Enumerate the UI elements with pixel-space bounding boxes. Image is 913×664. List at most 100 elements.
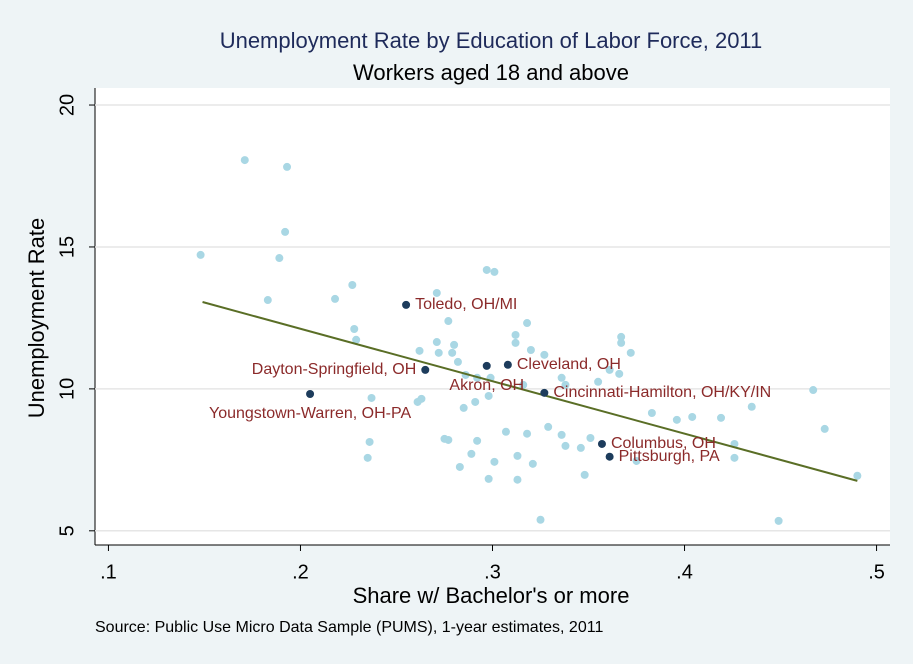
point: [275, 254, 284, 263]
point: [482, 265, 491, 274]
point: [523, 429, 532, 438]
y-tick-label: 15: [56, 236, 78, 258]
point: [523, 319, 532, 328]
highlighted-point: [306, 389, 315, 398]
highlighted-point: [482, 361, 491, 370]
highlighted-point: [597, 439, 606, 448]
point: [484, 391, 493, 400]
point: [632, 456, 641, 465]
point: [444, 435, 453, 444]
point: [484, 474, 493, 483]
point: [615, 369, 624, 378]
point: [617, 332, 626, 341]
point: [586, 433, 595, 442]
point: [453, 357, 462, 366]
point: [459, 403, 468, 412]
point: [511, 338, 520, 347]
point-label: Cleveland, OH: [517, 356, 621, 373]
point: [432, 338, 441, 347]
point: [415, 346, 424, 355]
point: [196, 250, 205, 259]
highlighted-point: [421, 365, 430, 374]
point: [281, 227, 290, 236]
point: [557, 430, 566, 439]
x-axis-title: Share w/ Bachelor's or more: [353, 583, 630, 608]
x-tick-label: .4: [676, 561, 693, 583]
point: [594, 377, 603, 386]
y-tick-label: 5: [56, 525, 78, 536]
point: [450, 340, 459, 349]
point: [561, 441, 570, 450]
point: [809, 386, 818, 395]
point: [363, 453, 372, 462]
point: [413, 397, 422, 406]
point-label: Youngstown-Warren, OH-PA: [209, 405, 411, 422]
fit-line: [202, 301, 858, 482]
highlighted-point: [605, 452, 614, 461]
point: [331, 294, 340, 303]
point: [820, 424, 829, 433]
highlighted-point: [503, 360, 512, 369]
point: [774, 516, 783, 525]
plot-area: [95, 88, 890, 545]
point: [688, 412, 697, 421]
point-label: Columbus, OH: [611, 435, 716, 452]
point: [561, 380, 570, 389]
point: [853, 471, 862, 480]
point: [513, 475, 522, 484]
point-label: Cincinnati-Hamilton, OH/KY/IN: [553, 384, 771, 401]
x-tick-label: .3: [484, 561, 501, 583]
point: [540, 350, 549, 359]
point: [528, 459, 537, 468]
point: [605, 365, 614, 374]
point: [672, 415, 681, 424]
x-tick-label: .5: [868, 561, 885, 583]
point-label: Akron, OH: [449, 377, 524, 394]
point: [348, 280, 357, 289]
point: [283, 162, 292, 171]
point: [501, 427, 510, 436]
y-tick-label: 10: [56, 378, 78, 400]
point-label: Toledo, OH/MI: [415, 296, 517, 313]
x-tick-label: .2: [292, 561, 309, 583]
chart-title: Unemployment Rate by Education of Labor …: [220, 28, 763, 53]
chart-subtitle: Workers aged 18 and above: [353, 60, 629, 85]
point: [490, 267, 499, 276]
point: [467, 449, 476, 458]
point: [717, 413, 726, 422]
point: [434, 348, 443, 357]
point: [352, 335, 361, 344]
point: [511, 330, 520, 339]
point: [448, 348, 457, 357]
point: [455, 462, 464, 471]
point: [490, 457, 499, 466]
source-note: Source: Public Use Micro Data Sample (PU…: [95, 619, 603, 636]
point: [626, 348, 635, 357]
point: [526, 345, 535, 354]
highlighted-point: [540, 388, 549, 397]
point: [647, 409, 656, 418]
point: [365, 437, 374, 446]
y-tick-label: 20: [56, 94, 78, 116]
point: [513, 451, 522, 460]
point: [519, 380, 528, 389]
y-axis-title: Unemployment Rate: [24, 218, 49, 419]
point: [367, 393, 376, 402]
point: [576, 443, 585, 452]
point: [473, 436, 482, 445]
point: [617, 338, 626, 347]
point: [471, 397, 480, 406]
highlighted-point: [402, 300, 411, 309]
x-tick-label: .1: [100, 561, 117, 583]
point: [444, 317, 453, 326]
point: [544, 422, 553, 431]
point: [240, 156, 249, 165]
point-label: Pittsburgh, PA: [619, 448, 720, 465]
point: [536, 515, 545, 524]
point: [557, 373, 566, 382]
point: [350, 324, 359, 333]
point: [263, 296, 272, 305]
point-label: Dayton-Springfield, OH: [252, 361, 417, 378]
point: [730, 453, 739, 462]
